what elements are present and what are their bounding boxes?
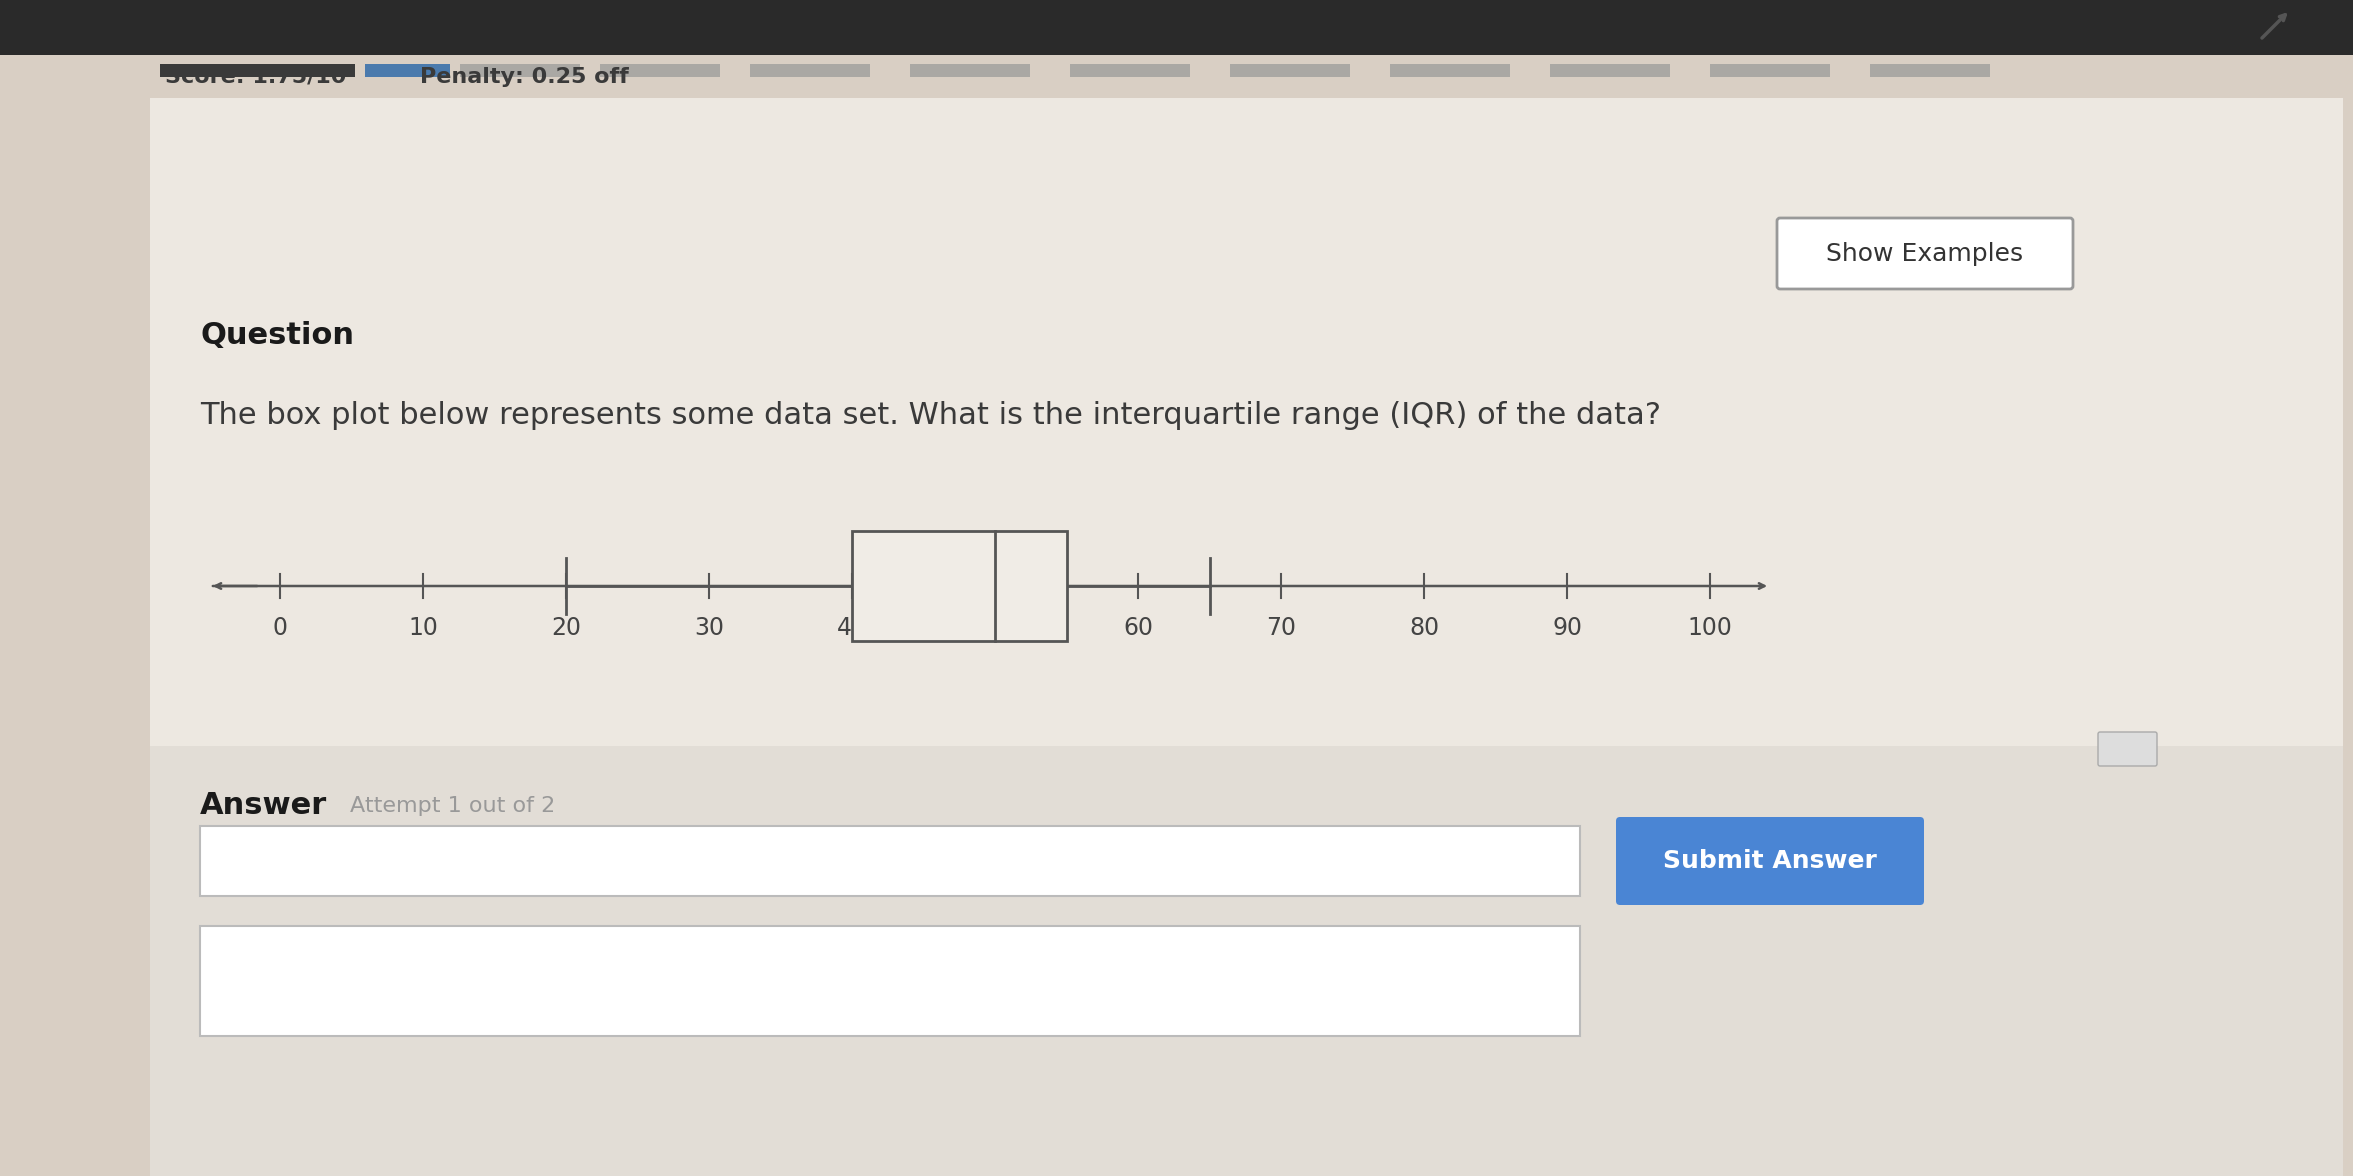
Bar	[459, 64, 579, 76]
Bar	[1391, 64, 1511, 76]
Bar	[751, 64, 871, 76]
Text: 0: 0	[273, 616, 287, 640]
Bar	[600, 64, 720, 76]
Text: Show Examples: Show Examples	[1826, 241, 2024, 266]
Bar	[911, 64, 1031, 76]
Bar	[1551, 64, 1671, 76]
Text: 60: 60	[1122, 616, 1153, 640]
Text: 70: 70	[1266, 616, 1297, 640]
Bar	[160, 64, 355, 76]
FancyBboxPatch shape	[1617, 817, 1925, 906]
Bar	[1071, 64, 1191, 76]
Bar	[1871, 64, 1991, 76]
Text: The box plot below represents some data set. What is the interquartile range (IQ: The box plot below represents some data …	[200, 401, 1661, 430]
Bar	[151, 746, 2344, 1176]
Text: 90: 90	[1553, 616, 1581, 640]
Text: 30: 30	[694, 616, 725, 640]
Text: Question: Question	[200, 321, 353, 350]
FancyBboxPatch shape	[1777, 218, 2073, 289]
Text: 80: 80	[1409, 616, 1440, 640]
Text: Attempt 1 out of 2: Attempt 1 out of 2	[351, 796, 555, 816]
FancyBboxPatch shape	[2099, 731, 2158, 766]
Bar	[852, 532, 1066, 641]
Text: Penalty: 0.25 off: Penalty: 0.25 off	[419, 67, 628, 87]
Bar	[200, 926, 1579, 1036]
Bar	[0, 0, 2353, 55]
Bar	[1231, 64, 1351, 76]
Text: 10: 10	[407, 616, 438, 640]
Text: Score: 1.75/10: Score: 1.75/10	[165, 67, 346, 87]
Text: 100: 100	[1687, 616, 1732, 640]
Bar	[200, 826, 1579, 896]
Bar	[1711, 64, 1831, 76]
Bar	[365, 64, 449, 76]
Text: Submit Answer: Submit Answer	[1664, 849, 1878, 873]
Text: 20: 20	[551, 616, 581, 640]
Text: Answer: Answer	[200, 791, 327, 821]
Text: 40: 40	[838, 616, 866, 640]
Text: 50: 50	[979, 616, 1009, 640]
